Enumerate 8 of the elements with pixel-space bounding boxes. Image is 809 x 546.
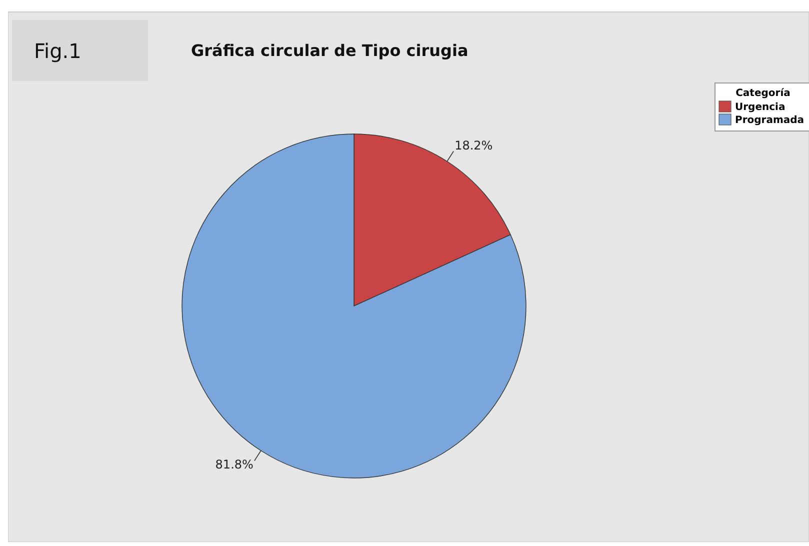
- data-label: 18.2%: [454, 138, 493, 152]
- chart-title: Gráfica circular de Tipo cirugia: [191, 41, 468, 60]
- pie-slice: [182, 134, 526, 478]
- data-label: 81.8%: [215, 458, 254, 472]
- legend-label: Urgencia: [735, 102, 786, 113]
- legend-title: Categoría: [736, 88, 790, 99]
- legend-label: Programada: [735, 115, 804, 126]
- caption: Fig.1: [34, 39, 82, 63]
